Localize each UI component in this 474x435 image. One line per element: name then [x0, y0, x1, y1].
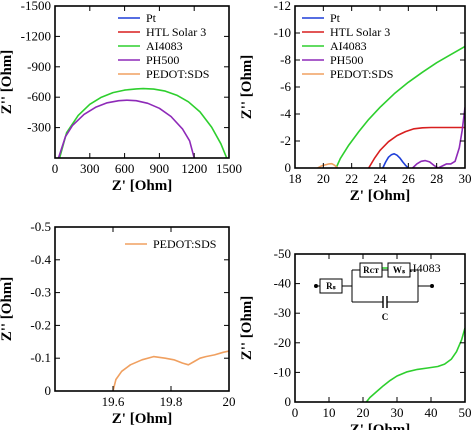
legend-label: PEDOT:SDS [146, 67, 209, 81]
legend-label: HTL Solar 3 [330, 25, 390, 39]
y-tick-label: -600 [27, 89, 51, 104]
y-tick-label: -30 [274, 305, 291, 320]
circuit-c-label: C [382, 312, 389, 322]
x-axis-label: Z' [Ohm] [112, 178, 172, 194]
legend-label: AI4083 [330, 39, 367, 53]
x-tick-label: 1200 [181, 161, 207, 176]
x-tick-label: 0 [292, 405, 299, 420]
series-line-ai4083 [335, 45, 465, 168]
x-axis-label: Z' [Ohm] [350, 422, 410, 430]
equivalent-circuit-inset: Rₛ Rᴄᴛ Wₛ C [314, 262, 434, 322]
y-tick-label: 0 [45, 383, 52, 398]
circuit-rs-label: Rₛ [326, 281, 336, 291]
legend-label: PEDOT:SDS [330, 67, 393, 81]
y-tick-label: -2 [280, 133, 291, 148]
y-axis-label: Z'' [Ohm] [239, 296, 255, 361]
x-tick-label: 30 [391, 405, 404, 420]
legend-label: PEDOT:SDS [153, 237, 216, 251]
x-tick-label: 20 [317, 171, 330, 186]
x-tick-label: 40 [425, 405, 438, 420]
x-tick-label: 30 [459, 171, 472, 186]
legend-label: AI4083 [146, 39, 183, 53]
panel-bottom-left: 19.6 19.8 20 -0.5 -0.4 -0.3 -0.2 -0.1 0 Z' [Ohm] Z… [0, 219, 236, 427]
x-tick-label: 20 [223, 394, 236, 409]
y-axis-label: Z'' [Ohm] [0, 277, 15, 342]
x-tick-label: 10 [323, 405, 336, 420]
legend-label: Pt [330, 11, 341, 25]
y-tick-label: -4 [280, 106, 291, 121]
y-tick-label: -12 [274, 0, 291, 13]
plot-frame [54, 226, 230, 392]
x-tick-label: 22 [345, 171, 358, 186]
x-tick-label: 1500 [216, 161, 242, 176]
circuit-rct-label: Rᴄᴛ [363, 265, 379, 275]
x-tick-label: 19.8 [160, 394, 183, 409]
legend-label: PH500 [330, 53, 363, 67]
y-tick-label: -8 [280, 52, 291, 67]
series-line-pt [382, 153, 409, 168]
x-tick-label: 900 [150, 161, 170, 176]
y-axis-label: Z'' [Ohm] [239, 55, 255, 120]
y-tick-label: -900 [27, 59, 51, 74]
circuit-terminal [430, 284, 434, 288]
y-tick-label: -300 [27, 120, 51, 135]
x-tick-label: 24 [374, 171, 388, 186]
series-line-ph500 [412, 107, 465, 168]
legend-label: HTL Solar 3 [146, 25, 206, 39]
x-tick-label: 28 [430, 171, 443, 186]
x-tick-label: 26 [402, 171, 416, 186]
y-tick-label: -1200 [21, 28, 51, 43]
x-tick-label: 19.6 [102, 394, 125, 409]
series-line-ph500 [57, 99, 195, 158]
x-tick-label: 0 [52, 161, 59, 176]
panel-top-left: 0 300 600 900 1200 1500 -1500 -1200 -900 -600 -300… [0, 0, 242, 194]
y-tick-label: -1500 [21, 0, 51, 13]
x-tick-label: 50 [459, 405, 472, 420]
plot-frame [54, 5, 230, 159]
y-tick-label: -0.5 [30, 219, 51, 234]
y-tick-label: -20 [274, 335, 291, 350]
x-axis-label: Z' [Ohm] [112, 411, 172, 427]
series-line-htl-solar-3 [368, 126, 465, 168]
panel-top-right: 18 20 22 24 26 28 30 -12 -10 -8 -6 -4 -2 0 Z' [Ohm] Z''… [239, 0, 472, 204]
y-axis-label: Z'' [Ohm] [0, 50, 15, 115]
series-line-ai4083 [58, 87, 228, 158]
legend-label: PH500 [146, 53, 179, 67]
y-tick-label: -40 [274, 276, 291, 291]
y-tick-label: 0 [285, 394, 292, 409]
y-tick-label: 0 [285, 160, 292, 175]
series-line-pedot-sds [317, 162, 339, 168]
plot-frame [294, 253, 466, 403]
x-tick-label: 300 [80, 161, 100, 176]
y-tick-label: -0.1 [30, 350, 51, 365]
y-tick-label: -0.4 [30, 252, 51, 267]
y-tick-label: -10 [274, 25, 291, 40]
panel-bottom-right: 0 10 20 30 40 50 -50 -40 -30 -20 -10 0 Z' [Ohm] Z'' [… [239, 246, 472, 435]
x-tick-label: 20 [357, 405, 370, 420]
y-tick-label: -0.3 [30, 285, 51, 300]
x-tick-label: 600 [115, 161, 135, 176]
y-tick-label: -50 [274, 246, 291, 261]
y-tick-label: -10 [274, 364, 291, 379]
series-line-pedot-sds [112, 350, 229, 391]
legend-label: Pt [146, 11, 157, 25]
x-axis-label: Z' [Ohm] [350, 188, 410, 204]
y-tick-label: -6 [280, 79, 291, 94]
x-tick-label: 18 [289, 171, 302, 186]
legend-label: AI4083 [404, 261, 441, 275]
y-tick-label: -0.2 [30, 317, 51, 332]
circuit-ws-label: Wₛ [393, 265, 406, 275]
series-line-ai4083 [365, 327, 465, 402]
circuit-terminal [314, 284, 318, 288]
